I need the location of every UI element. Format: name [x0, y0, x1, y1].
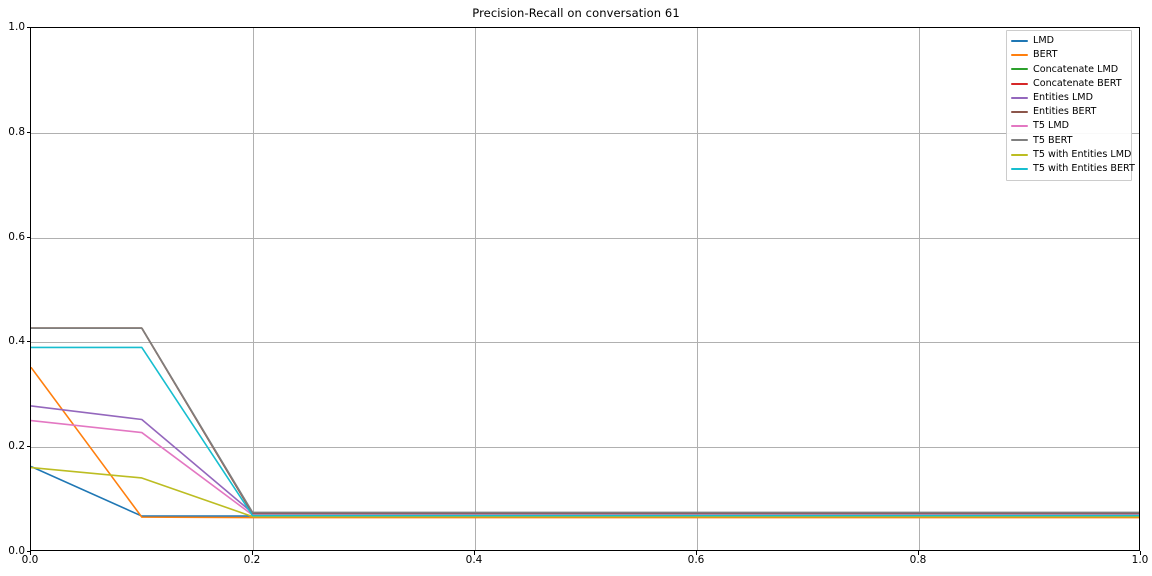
legend-item-label: Concatenate LMD [1033, 63, 1119, 75]
legend-item[interactable]: Concatenate LMD [1011, 62, 1127, 76]
x-axis-tickmark [252, 551, 253, 555]
legend-item-label: T5 LMD [1033, 120, 1070, 132]
x-axis-tickmark [474, 551, 475, 555]
legend-item-label: T5 with Entities LMD [1033, 148, 1132, 160]
y-axis-tick-label: 0.2 [8, 440, 25, 453]
gridline-vertical [919, 28, 920, 550]
y-axis-tickmark [26, 131, 30, 133]
x-axis-tickmark [30, 551, 31, 555]
legend-item-label: Entities BERT [1033, 106, 1097, 118]
plot-area [30, 27, 1140, 551]
x-axis-tick-label: 0.2 [243, 554, 261, 566]
legend-item[interactable]: BERT [1011, 48, 1127, 62]
x-axis-tickmark [918, 551, 919, 555]
y-axis-tickmark [26, 551, 30, 552]
legend-color-swatch [1011, 68, 1028, 71]
series-line [31, 367, 1139, 517]
grid-lines [31, 28, 1139, 550]
x-axis-tick-label: 0.0 [21, 554, 39, 566]
legend-item-label: LMD [1033, 35, 1055, 47]
y-axis-tickmark [26, 446, 30, 448]
page-title: Precision-Recall on conversation 61 [472, 6, 680, 20]
gridline-vertical [253, 28, 254, 550]
legend-item-label: T5 with Entities BERT [1033, 162, 1135, 174]
x-axis-tickmark [696, 551, 697, 555]
y-axis-tick-label: 0.0 [8, 545, 25, 557]
legend-item[interactable]: T5 with Entities BERT [1011, 162, 1135, 176]
y-axis-tick-label: 1.0 [8, 21, 25, 33]
legend-item[interactable]: Entities LMD [1011, 91, 1127, 105]
legend-color-swatch [1011, 40, 1028, 43]
legend-color-swatch [1011, 96, 1028, 99]
series-line [31, 421, 1139, 515]
y-axis-tick-label: 0.6 [8, 230, 25, 243]
legend-color-swatch [1011, 125, 1028, 128]
legend-color-swatch [1011, 82, 1028, 85]
gridline-vertical [697, 28, 698, 550]
legend-item[interactable]: T5 LMD [1011, 119, 1127, 133]
y-axis-tickmark [26, 27, 30, 28]
legend-color-swatch [1011, 139, 1028, 142]
legend[interactable]: LMD BERT Concatenate LMD Concatenate BERT En… [1006, 30, 1135, 181]
legend-color-swatch [1011, 54, 1028, 57]
x-axis-tick-label: 0.6 [687, 554, 705, 566]
y-axis-tickmark [26, 236, 30, 238]
series-line [31, 347, 1139, 515]
x-axis-tick-label: 0.8 [909, 554, 927, 566]
legend-item[interactable]: T5 with Entities LMD [1011, 148, 1131, 162]
legend-item[interactable]: T5 BERT [1011, 133, 1127, 147]
x-axis-tick-label: 0.4 [465, 554, 483, 566]
series-curves [31, 28, 1139, 550]
legend-item-label: BERT [1033, 49, 1058, 61]
x-axis-tickmark [1140, 551, 1141, 555]
gridline-horizontal [31, 132, 1139, 134]
series-line [31, 328, 1139, 512]
gridline-horizontal [31, 237, 1139, 239]
legend-item-label: Concatenate BERT [1033, 77, 1122, 89]
legend-item-label: T5 BERT [1033, 134, 1073, 146]
legend-item[interactable]: Concatenate BERT [1011, 77, 1127, 91]
legend-item-label: Entities LMD [1033, 92, 1093, 104]
series-line [31, 468, 1139, 517]
legend-item[interactable]: LMD [1011, 34, 1127, 48]
y-axis-tick-label: 0.8 [8, 125, 25, 138]
legend-color-swatch [1011, 111, 1028, 114]
legend-color-swatch [1011, 153, 1028, 156]
gridline-vertical [475, 28, 476, 550]
gridline-horizontal [31, 447, 1139, 449]
x-axis-tick-label: 1.0 [1131, 554, 1149, 566]
gridline-horizontal [31, 342, 1139, 344]
y-axis-tickmark [26, 341, 30, 343]
y-axis-tick-label: 0.4 [8, 335, 25, 348]
legend-item[interactable]: Entities BERT [1011, 105, 1127, 119]
legend-color-swatch [1011, 167, 1028, 170]
